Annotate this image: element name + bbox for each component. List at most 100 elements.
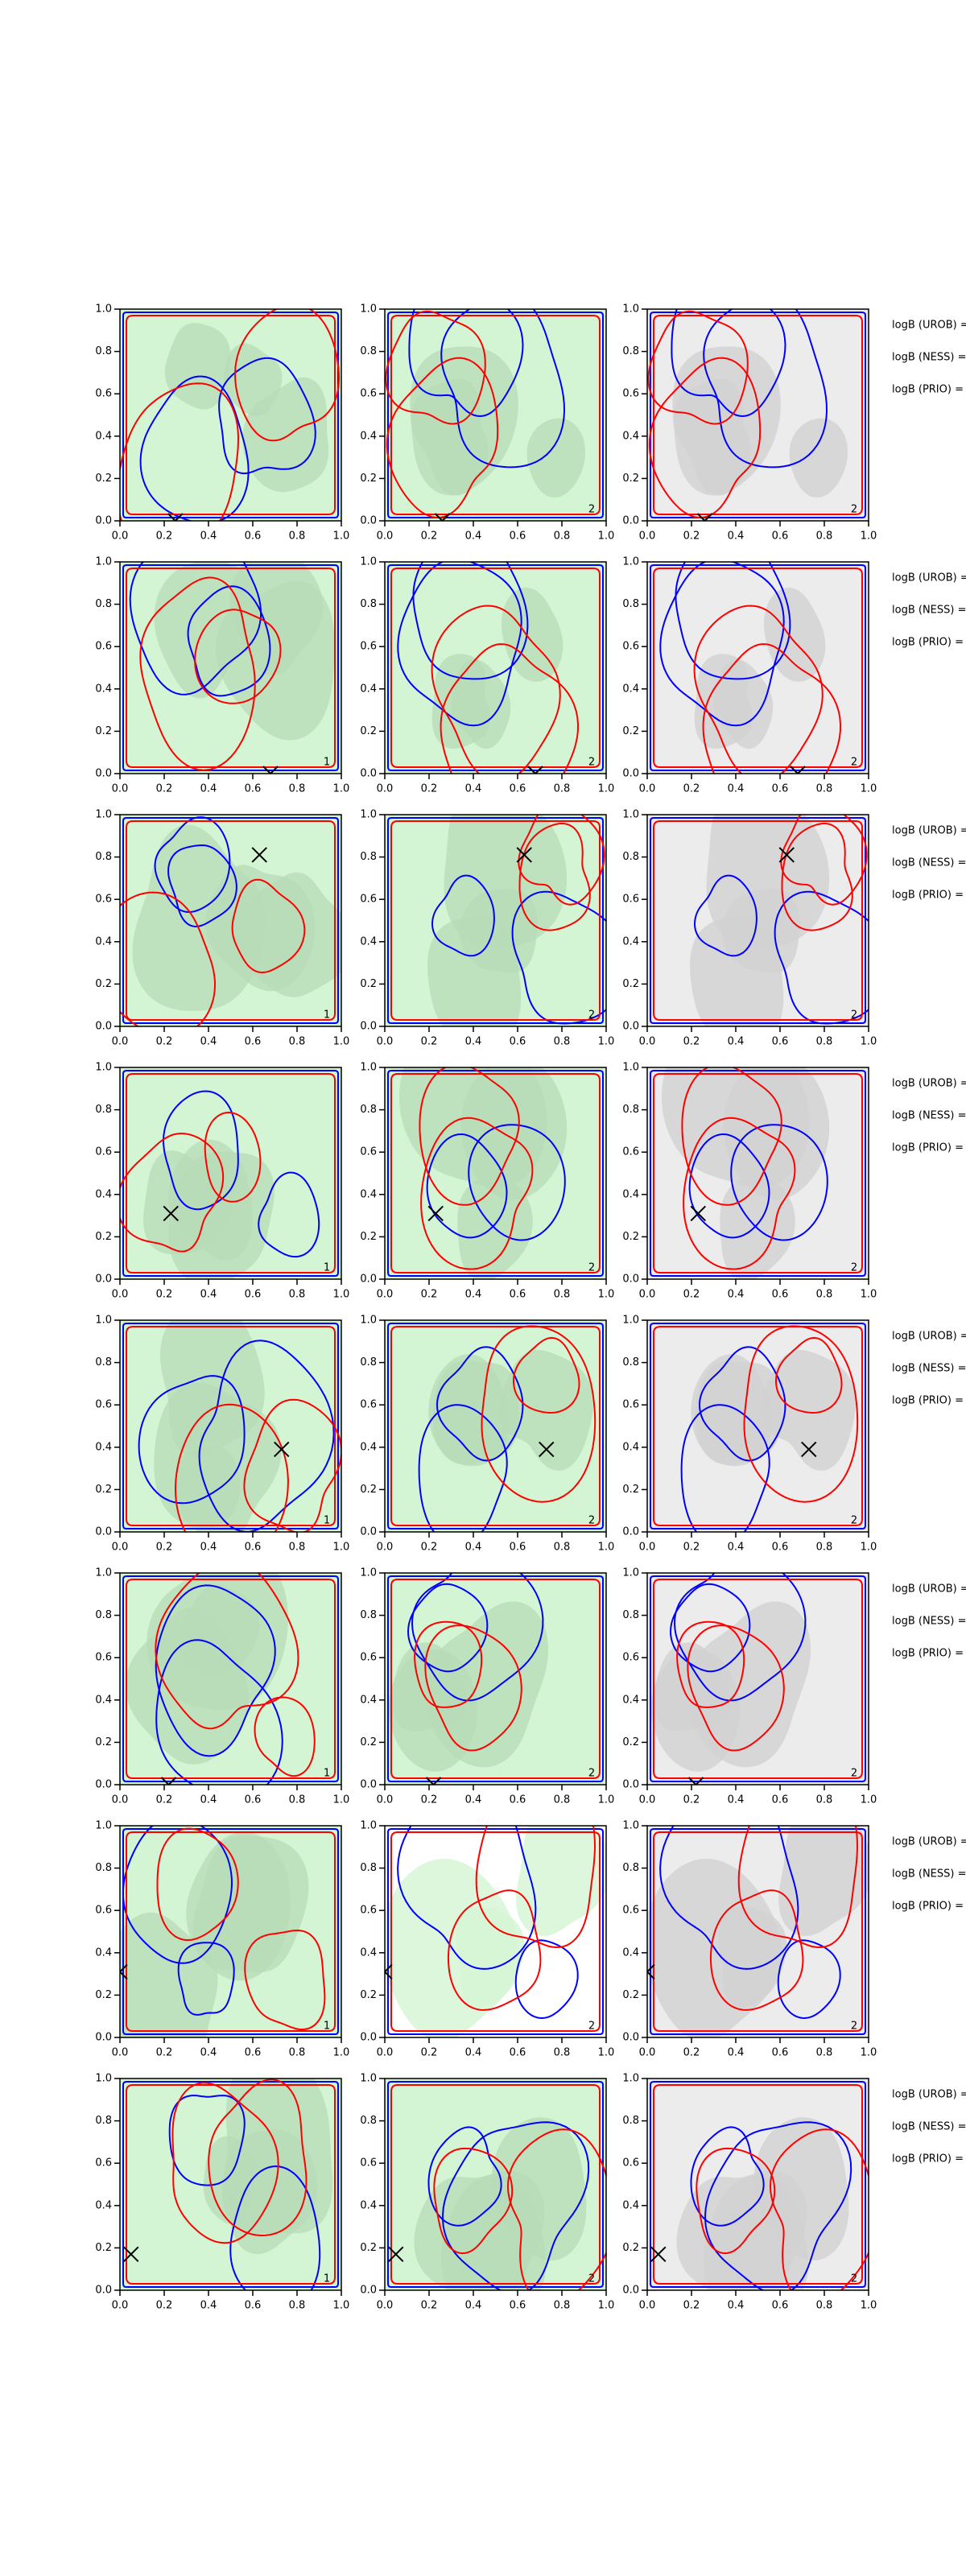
contour-line bbox=[390, 2084, 601, 2285]
panel: 0.0 0.2 0.4 0.6 0.8 1.0 0.0 0.2 0.4 0.6 0.8 1.0 2 log… bbox=[622, 1820, 966, 2059]
contour-line bbox=[126, 2084, 336, 2285]
y-tick-label: 0.4 bbox=[360, 683, 377, 695]
panel: 0.0 0.2 0.4 0.6 0.8 1.0 0.0 0.2 0.4 0.6 0.8 1.0 1 bbox=[95, 2073, 349, 2312]
x-tick-label: 0.2 bbox=[421, 2300, 438, 2312]
panel-border bbox=[384, 1319, 607, 1533]
contour-line bbox=[122, 1070, 339, 1277]
y-tick-label: 0.0 bbox=[622, 2032, 639, 2044]
y-tick-label: 0.0 bbox=[360, 1021, 377, 1033]
x-tick-label: 0.2 bbox=[156, 1794, 173, 1806]
filled-region bbox=[411, 378, 489, 496]
annotation: logB (PRIO) = bbox=[892, 890, 964, 902]
x-tick-label: 0.4 bbox=[200, 1542, 217, 1554]
y-tick-label: 0.0 bbox=[95, 1779, 112, 1791]
y-tick-label: 1.0 bbox=[95, 809, 112, 821]
contour-line bbox=[126, 1831, 336, 2032]
y-tick-label: 0.6 bbox=[360, 1146, 377, 1158]
y-tick-label: 1.0 bbox=[95, 556, 112, 568]
y-tick-label: 0.0 bbox=[95, 2285, 112, 2297]
contour-line bbox=[475, 1826, 597, 1949]
filled-region bbox=[192, 1835, 309, 1973]
x-tick-label: 1.0 bbox=[861, 530, 877, 543]
x-tick-label: 0.4 bbox=[728, 2300, 745, 2312]
contour-line bbox=[650, 817, 866, 1024]
y-tick-label: 1.0 bbox=[95, 1820, 112, 1832]
x-tick-label: 0.0 bbox=[377, 1794, 394, 1806]
x-tick-label: 1.0 bbox=[598, 2300, 615, 2312]
y-tick-label: 0.8 bbox=[95, 598, 112, 610]
x-tick-label: 0.2 bbox=[156, 1036, 173, 1048]
filled-region bbox=[673, 378, 751, 496]
marker bbox=[539, 1441, 555, 1458]
contour-line bbox=[427, 2126, 502, 2227]
y-tick-label: 0.0 bbox=[622, 1779, 639, 1791]
x-tick-label: 0.0 bbox=[112, 2300, 129, 2312]
panel-border bbox=[384, 1067, 607, 1280]
contour-line bbox=[650, 312, 866, 518]
contour-line bbox=[703, 309, 828, 469]
panel-label: 1 bbox=[324, 1515, 330, 1527]
x-tick-label: 0.6 bbox=[510, 1542, 526, 1554]
marker bbox=[425, 1777, 442, 1785]
panel: 0.0 0.2 0.4 0.6 0.8 1.0 0.0 0.2 0.4 0.6 0.8 1.0 1 bbox=[95, 1567, 349, 1806]
x-tick-label: 0.8 bbox=[816, 530, 833, 543]
contour-layer bbox=[647, 309, 866, 521]
x-tick-label: 0.0 bbox=[112, 1794, 129, 1806]
x-tick-label: 0.4 bbox=[465, 530, 482, 543]
contour-line bbox=[688, 1133, 770, 1239]
contour-line bbox=[122, 564, 339, 771]
x-tick-label: 0.8 bbox=[554, 1794, 571, 1806]
panel-border bbox=[384, 1572, 607, 1785]
x-tick-label: 0.2 bbox=[421, 1542, 438, 1554]
contour-layer bbox=[385, 309, 604, 521]
contour-line bbox=[198, 1340, 335, 1532]
x-tick-label: 0.6 bbox=[245, 1794, 262, 1806]
y-tick-label: 0.4 bbox=[95, 430, 112, 442]
x-tick-label: 0.0 bbox=[112, 1542, 129, 1554]
y-tick-label: 0.6 bbox=[622, 1652, 639, 1664]
annotation: logB (UROB) = bbox=[892, 2089, 966, 2101]
panel: 0.0 0.2 0.4 0.6 0.8 1.0 0.0 0.2 0.4 0.6 0.8 1.0 2 log… bbox=[622, 303, 966, 543]
contour-line bbox=[138, 1375, 246, 1505]
contour-line bbox=[387, 1575, 604, 1782]
marker bbox=[251, 847, 267, 863]
contour-layer bbox=[387, 562, 604, 774]
y-tick-label: 0.2 bbox=[360, 1736, 377, 1748]
panel-label: 2 bbox=[851, 757, 857, 769]
panel-label: 2 bbox=[851, 2273, 857, 2285]
contour-line bbox=[122, 817, 339, 1024]
annotation: logB (PRIO) = bbox=[892, 1901, 964, 1913]
marker bbox=[274, 1441, 290, 1458]
contour-line bbox=[244, 1929, 326, 2030]
y-tick-label: 0.4 bbox=[622, 1946, 639, 1959]
contour-line bbox=[690, 2126, 765, 2227]
contour-line bbox=[387, 1070, 604, 1277]
contour-line bbox=[506, 2128, 606, 2290]
x-tick-label: 0.8 bbox=[816, 2047, 833, 2059]
y-tick-label: 0.2 bbox=[360, 2242, 377, 2254]
y-tick-label: 0.4 bbox=[360, 935, 377, 947]
y-tick-label: 0.0 bbox=[622, 1274, 639, 1286]
contour-line bbox=[650, 1828, 866, 2035]
contour-line bbox=[675, 562, 791, 680]
contour-line bbox=[387, 564, 604, 771]
contour-line bbox=[698, 1346, 786, 1462]
contour-line bbox=[122, 1826, 233, 1964]
y-tick-label: 0.0 bbox=[622, 1526, 639, 1538]
panel-label: 2 bbox=[588, 1009, 595, 1022]
x-tick-label: 0.8 bbox=[289, 530, 306, 543]
contour-line bbox=[420, 1117, 534, 1270]
y-tick-label: 0.0 bbox=[360, 515, 377, 527]
x-tick-label: 0.6 bbox=[510, 1289, 526, 1301]
contour-layer bbox=[385, 1826, 606, 2037]
y-tick-label: 0.6 bbox=[360, 1399, 377, 1411]
x-tick-label: 0.0 bbox=[377, 1542, 394, 1554]
x-tick-label: 0.8 bbox=[816, 1289, 833, 1301]
contour-layer bbox=[650, 2081, 869, 2290]
filled-region bbox=[789, 418, 848, 498]
panel-label: 2 bbox=[851, 1262, 857, 1274]
panel-label: 2 bbox=[851, 1515, 857, 1527]
contour-line bbox=[743, 1325, 859, 1503]
